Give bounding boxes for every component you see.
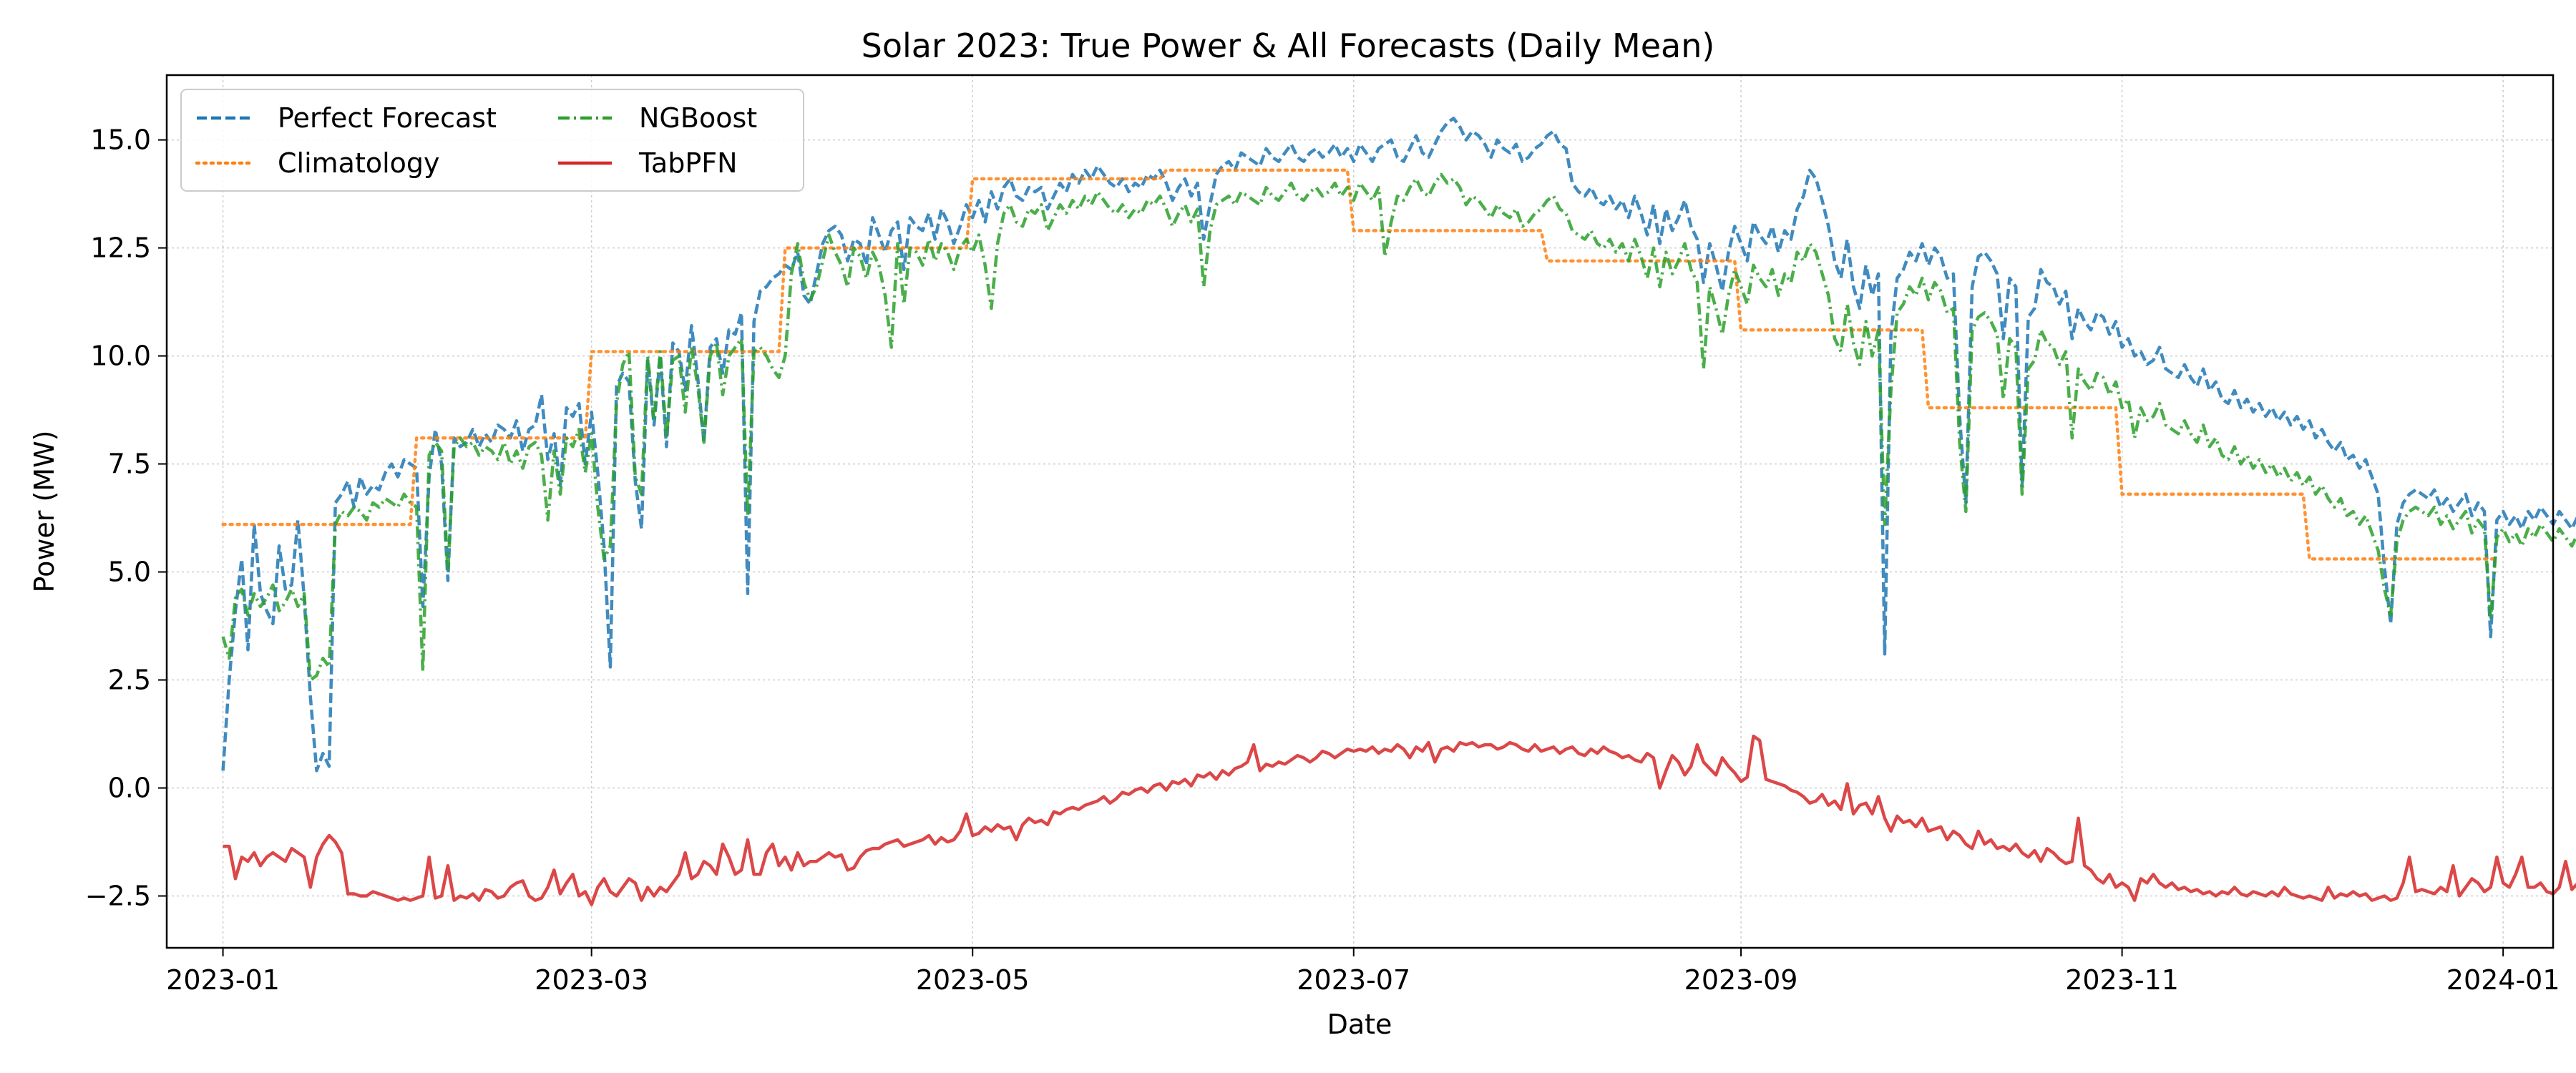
x-tick-label: 2024-01 bbox=[2446, 964, 2560, 996]
x-tick-label: 2023-09 bbox=[1684, 964, 1798, 996]
x-tick-label: 2023-01 bbox=[166, 964, 280, 996]
x-tick-label: 2023-05 bbox=[916, 964, 1030, 996]
y-tick-label: 15.0 bbox=[90, 124, 151, 156]
series-line-tabpfn bbox=[223, 734, 2576, 906]
y-tick-label: 0.0 bbox=[108, 773, 151, 804]
chart-title: Solar 2023: True Power & All Forecasts (… bbox=[862, 26, 1715, 65]
legend-label-tabpfn: TabPFN bbox=[638, 147, 738, 179]
x-axis-ticks: 2023-01 2023-03 2023-05 2023-07 2023-09 2023-… bbox=[166, 948, 2560, 996]
plot-frame bbox=[165, 74, 2555, 949]
x-tick-label: 2023-11 bbox=[2065, 964, 2179, 996]
y-tick-label: 12.5 bbox=[90, 232, 151, 264]
y-axis-label: Power (MW) bbox=[29, 431, 60, 593]
legend-label-ngboost: NGBoost bbox=[639, 102, 757, 134]
legend-frame bbox=[180, 89, 804, 192]
series-line-ngboost bbox=[221, 172, 2576, 682]
legend: Perfect Forecast Climatology NGBoost TabPFN bbox=[180, 89, 804, 192]
series-line-perfect-forecast bbox=[221, 117, 2576, 773]
x-axis-label: Date bbox=[1327, 1009, 1392, 1040]
legend-label-perfect-forecast: Perfect Forecast bbox=[278, 102, 497, 134]
series-layer bbox=[221, 117, 2576, 906]
x-tick-label: 2023-03 bbox=[535, 964, 648, 996]
y-tick-label: 7.5 bbox=[108, 449, 151, 480]
y-tick-label: 2.5 bbox=[108, 665, 151, 696]
series-line-climatology bbox=[221, 168, 2499, 561]
grid bbox=[167, 75, 2553, 948]
y-tick-label: 5.0 bbox=[108, 557, 151, 588]
legend-label-climatology: Climatology bbox=[278, 147, 440, 179]
y-tick-label: −2.5 bbox=[85, 881, 151, 912]
y-tick-label: 10.0 bbox=[90, 340, 151, 372]
x-tick-label: 2023-07 bbox=[1297, 964, 1410, 996]
y-axis-ticks: −2.5 0.0 2.5 5.0 7.5 10.0 12.5 15.0 bbox=[85, 124, 167, 912]
